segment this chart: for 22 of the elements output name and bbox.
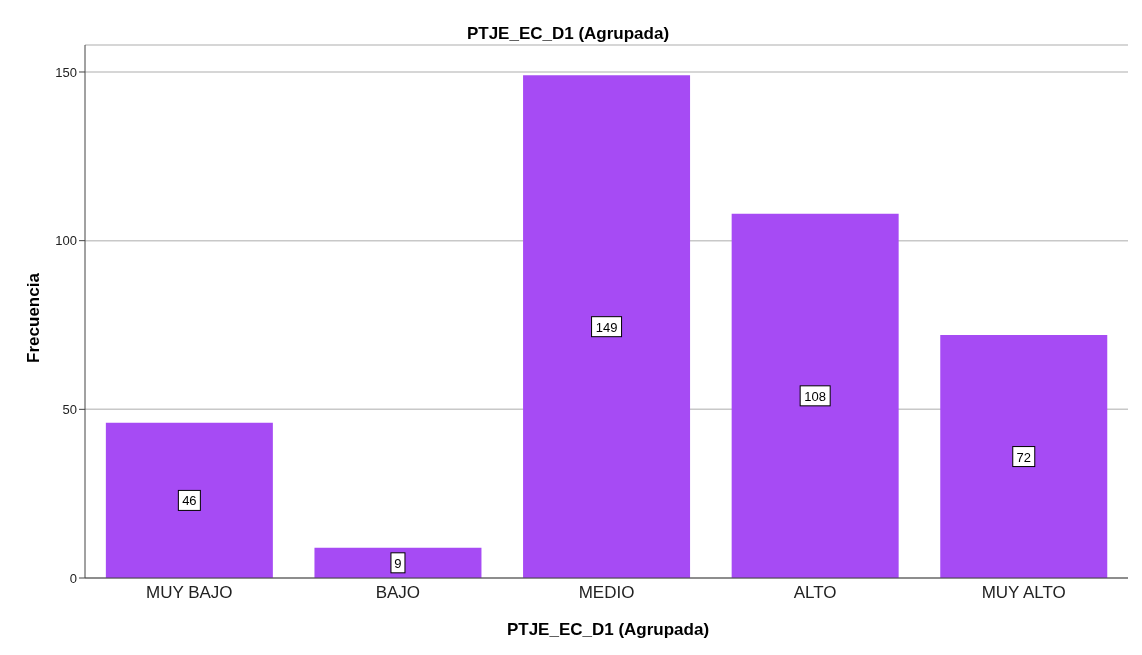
x-tick-label: MUY ALTO (981, 583, 1066, 603)
x-tick-label: ALTO (793, 583, 837, 603)
data-label: 9 (394, 555, 402, 571)
bar (731, 213, 899, 578)
data-label: 72 (1016, 449, 1031, 465)
data-label: 149 (595, 319, 618, 335)
data-label: 108 (804, 388, 827, 404)
y-tick-label: 150 (55, 64, 77, 80)
x-axis-title: PTJE_EC_D1 (Agrupada) (505, 620, 711, 640)
y-tick-label: 100 (55, 233, 77, 249)
bar (105, 422, 273, 578)
y-tick-label: 50 (62, 401, 77, 417)
y-axis-title: Frecuencia (24, 272, 44, 365)
x-tick-label: MUY BAJO (146, 583, 233, 603)
chart-title: PTJE_EC_D1 (Agrupada) (465, 24, 671, 44)
x-tick-label: BAJO (375, 583, 421, 603)
bar (940, 335, 1108, 578)
bar (314, 547, 482, 578)
y-tick-label: 0 (69, 570, 77, 586)
data-label: 46 (182, 493, 197, 509)
x-tick-label: MEDIO (578, 583, 635, 603)
bar (523, 75, 691, 578)
